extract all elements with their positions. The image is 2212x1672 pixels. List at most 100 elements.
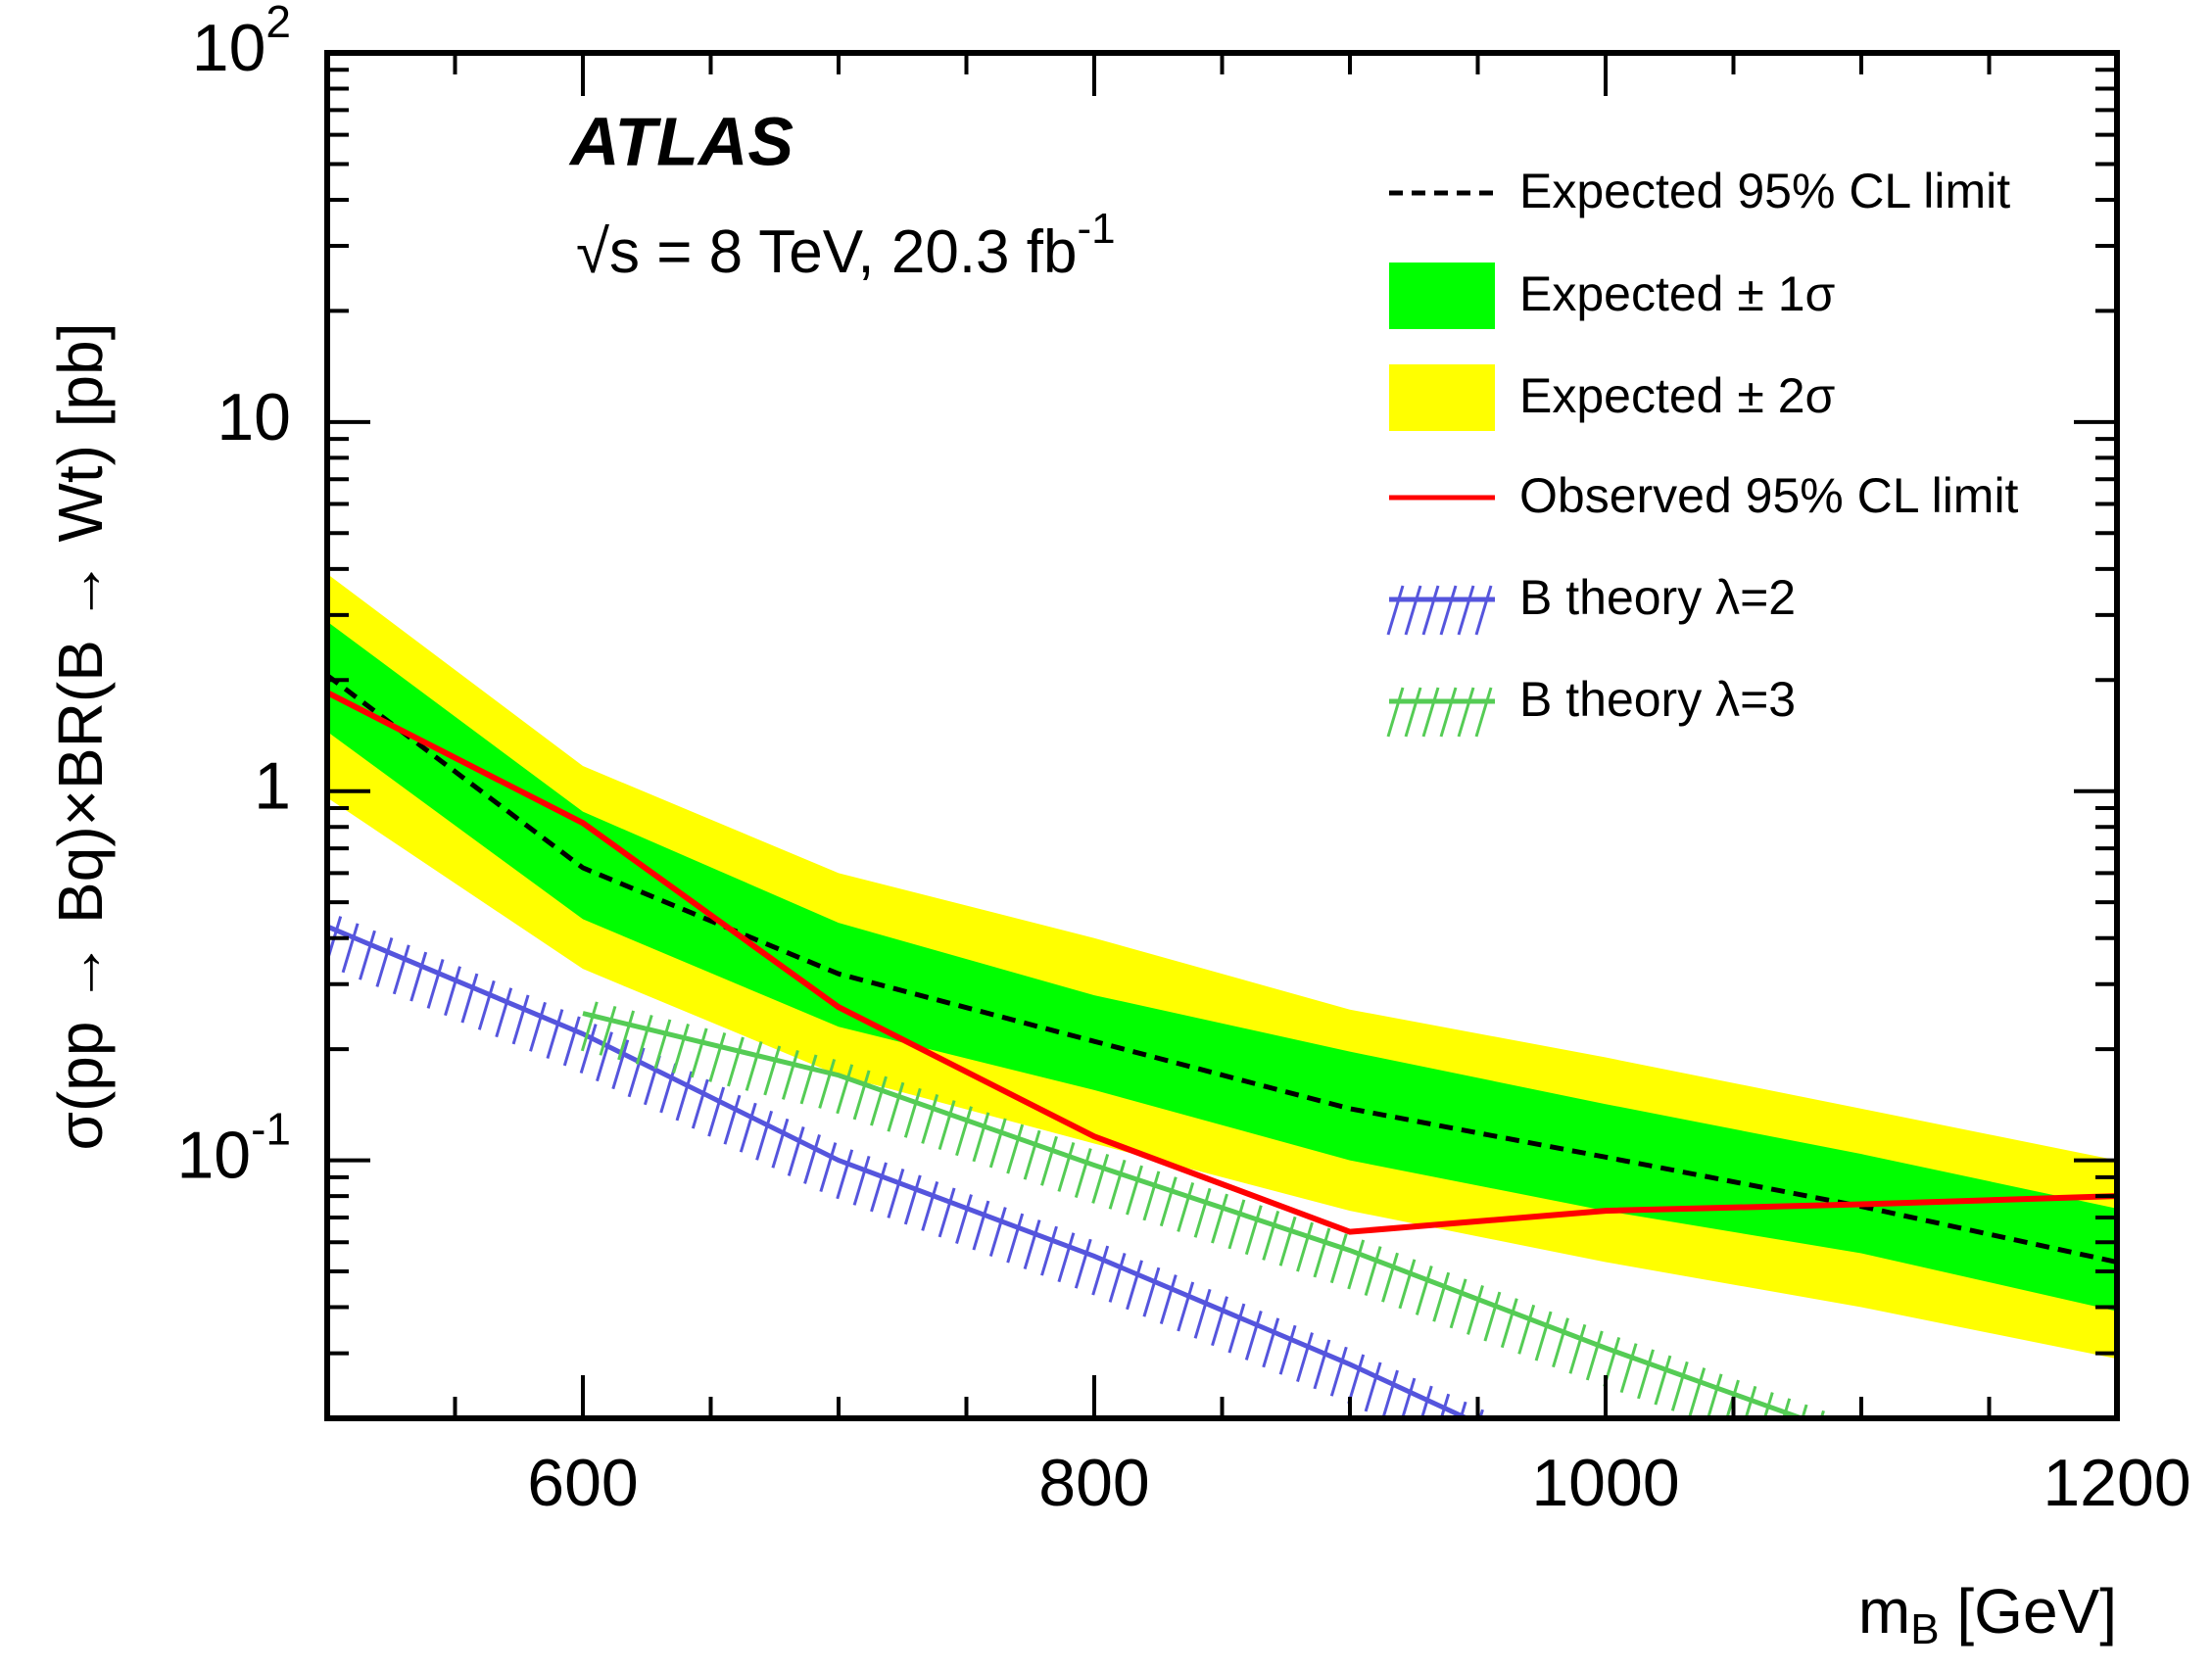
hatch	[1006, 1123, 1025, 1174]
hatch	[1801, 1404, 1808, 1418]
hatch	[707, 1086, 726, 1137]
hatch	[477, 979, 496, 1030]
hatch	[426, 958, 445, 1009]
band	[327, 621, 2117, 1312]
hatch	[972, 1200, 990, 1251]
hatch	[870, 1075, 888, 1126]
hatch	[675, 1071, 694, 1122]
hatch	[1244, 1205, 1263, 1256]
hatch	[763, 1045, 782, 1096]
hatch	[1262, 1211, 1280, 1261]
hatch	[1193, 1187, 1212, 1238]
x-label-unit: [GeV]	[1940, 1576, 2117, 1647]
legend-swatch	[1389, 263, 1495, 329]
hatch	[1040, 1135, 1058, 1186]
hatch	[341, 923, 360, 974]
hatch	[836, 1149, 854, 1200]
x-axis-label: mB [GeV]	[1858, 1576, 2117, 1653]
hatch	[771, 1118, 790, 1169]
x-tick-label: 1200	[2043, 1446, 2190, 1520]
y-tick-label-base: 10	[192, 11, 266, 85]
y-tick-label-base: 10	[176, 1119, 251, 1193]
hatch	[1244, 1310, 1263, 1361]
hatch	[1364, 1246, 1382, 1296]
hatch	[972, 1112, 990, 1163]
hatch	[1278, 1324, 1297, 1375]
hatch	[1381, 1252, 1399, 1303]
hatch	[1262, 1317, 1280, 1368]
plot-area	[327, 573, 2117, 1474]
hatch	[1585, 1330, 1604, 1381]
hatch	[819, 1142, 838, 1192]
hatch	[1838, 1416, 1843, 1418]
legend-swatch	[1389, 364, 1495, 431]
hatch	[903, 1087, 922, 1138]
hatch	[1211, 1296, 1228, 1347]
hatch	[1386, 585, 1405, 636]
legend-label: Expected 95% CL limit	[1519, 164, 2010, 218]
hatch	[672, 1023, 690, 1074]
hatch	[1177, 1182, 1195, 1232]
hatch	[1502, 1425, 1516, 1474]
legend-label: B theory λ=2	[1519, 570, 1796, 625]
x-tick-label: 1000	[1531, 1446, 1679, 1520]
hatch	[1023, 1219, 1041, 1270]
hatch	[852, 1070, 871, 1121]
hatch	[1057, 1232, 1076, 1283]
hatch	[1329, 1233, 1348, 1284]
hatch	[1432, 1271, 1451, 1322]
hatch	[1637, 1349, 1655, 1400]
hatch	[359, 930, 376, 980]
legend-label: Observed 95% CL limit	[1519, 468, 2019, 523]
hatch	[1057, 1141, 1076, 1192]
hatch	[1381, 1369, 1399, 1418]
hatch	[1421, 585, 1440, 636]
hatch	[1654, 1355, 1672, 1406]
hatch	[1347, 1354, 1366, 1405]
hatch	[921, 1181, 939, 1231]
hatch	[1619, 1343, 1638, 1394]
hatch	[1126, 1260, 1143, 1311]
hatch	[1843, 1423, 1857, 1472]
hatch	[1401, 1377, 1417, 1418]
hatch	[1459, 1401, 1467, 1418]
hatch	[887, 1081, 905, 1132]
hatch	[1211, 1193, 1228, 1244]
hatch	[1364, 1361, 1382, 1412]
hatch	[1386, 687, 1405, 738]
experiment-label: ATLAS	[568, 103, 793, 179]
hatch	[691, 1078, 709, 1129]
y-tick-label-base: 1	[254, 749, 291, 824]
hatch	[1439, 585, 1458, 636]
legend-label: B theory λ=3	[1519, 672, 1796, 727]
hatch	[818, 1059, 837, 1109]
y-tick-label-exp: 2	[265, 0, 291, 47]
x-tick-label: 600	[527, 1446, 638, 1520]
hatch	[1091, 1154, 1110, 1204]
x-label-text: m	[1858, 1576, 1910, 1647]
hatch	[617, 1010, 636, 1061]
hatch	[1670, 1361, 1689, 1411]
hatch	[1725, 1379, 1740, 1418]
legend-label: Expected ± 1σ	[1519, 266, 1836, 321]
hatch	[580, 1001, 599, 1052]
hatch	[596, 1031, 613, 1082]
hatch	[1227, 1303, 1246, 1354]
hatch	[1142, 1170, 1161, 1221]
hatch	[1744, 1385, 1757, 1418]
hatch	[1159, 1274, 1178, 1325]
hatch	[1782, 1398, 1792, 1418]
hatch	[495, 987, 513, 1038]
hatch	[1483, 1291, 1502, 1342]
hatch	[1404, 687, 1422, 738]
hatch	[988, 1118, 1007, 1169]
hatch	[1177, 1281, 1195, 1332]
hatch	[1278, 1216, 1297, 1266]
hatch	[955, 1194, 973, 1244]
hatch	[1449, 1278, 1467, 1329]
hatch	[708, 1032, 727, 1082]
hatch	[562, 1016, 581, 1067]
hatch	[1517, 1304, 1536, 1355]
hatch	[1074, 1238, 1092, 1289]
